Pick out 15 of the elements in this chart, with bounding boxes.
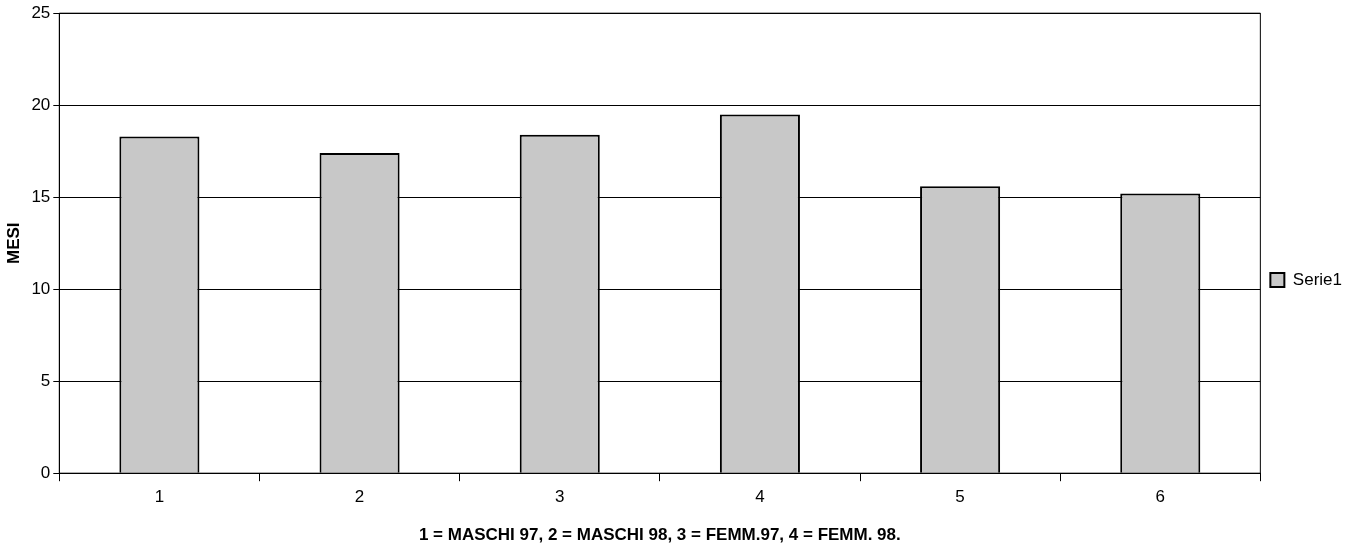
y-tick-label: 20 [31, 94, 51, 114]
x-axis-title: 1 = MASCHI 97, 2 = MASCHI 98, 3 = FEMM.97, 4 = FEMM. 98. [418, 525, 901, 545]
y-axis-title: MESI [3, 222, 23, 264]
x-tick-label: 2 [354, 487, 365, 507]
x-tick-label: 4 [755, 487, 765, 507]
legend-label: Serie1 [1292, 269, 1342, 289]
y-tick-label: 15 [31, 186, 51, 206]
y-tick-label: 0 [40, 462, 51, 482]
x-tick-label: 3 [555, 487, 565, 507]
x-tick-label: 6 [1155, 487, 1166, 507]
y-tick-label: 10 [31, 278, 51, 298]
y-tick-label: 5 [40, 370, 51, 390]
x-tick-label: 1 [154, 487, 165, 507]
x-tick-label: 5 [955, 487, 965, 507]
y-tick-label: 25 [31, 2, 51, 22]
